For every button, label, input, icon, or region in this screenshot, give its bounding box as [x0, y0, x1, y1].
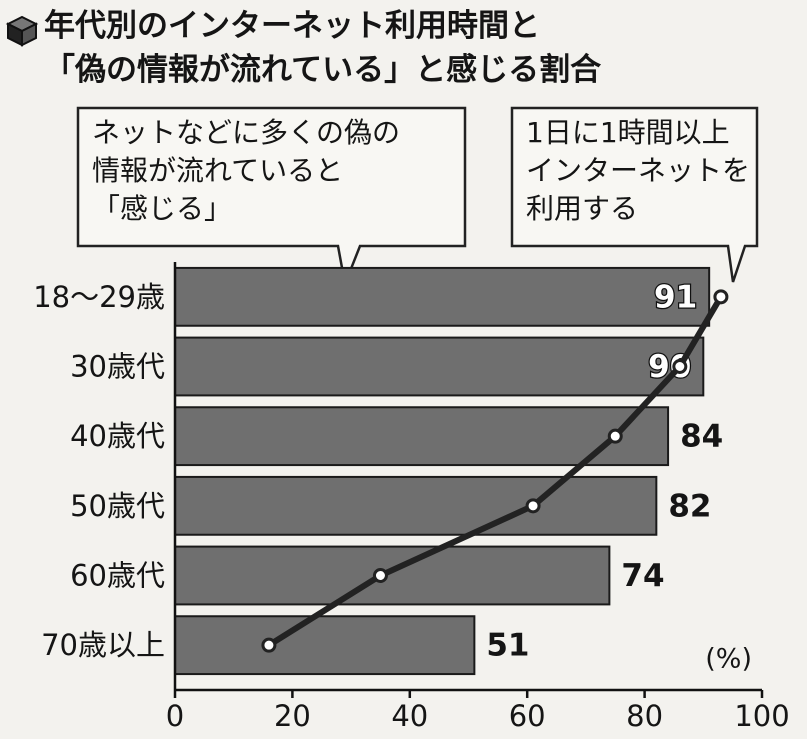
value-label: 51 [486, 628, 529, 664]
line-marker [672, 359, 688, 374]
line-marker [713, 289, 729, 305]
y-tick-label: 40歳代 [70, 419, 165, 453]
value-label: 74 [621, 558, 664, 594]
value-label: 84 [680, 419, 723, 455]
bar [174, 336, 705, 397]
y-tick-label: 30歳代 [70, 350, 165, 384]
bar [174, 266, 711, 327]
callout-box [510, 106, 759, 283]
x-tick-label: 100 [734, 699, 789, 733]
x-tick-label: 80 [626, 699, 663, 733]
bar [174, 545, 611, 606]
line [267, 295, 724, 648]
x-axis-label: (%) [705, 644, 752, 675]
bar [174, 475, 658, 536]
x-tick-label: 0 [166, 699, 184, 733]
line-marker [372, 568, 388, 583]
title-icon [5, 15, 39, 47]
value-label: 82 [668, 488, 711, 524]
legend-entry: 1日に1時間以上 インターネットを 利用する [526, 116, 751, 225]
line-marker [607, 428, 623, 444]
y-tick-label: 50歳代 [70, 489, 165, 523]
x-tick-label: 60 [509, 699, 546, 733]
legend-entry: ネットなどに多くの偽の 情報が流れていると 「感じる」 [92, 116, 401, 225]
x-tick-label: 40 [391, 699, 428, 733]
x-tick-label: 20 [274, 699, 311, 733]
y-tick-label: 60歳代 [70, 559, 165, 593]
bar [174, 615, 476, 676]
chart-title: 年代別のインターネット利用時間と 「偽の情報が流れている」と感じる割合 [44, 8, 602, 88]
bar [174, 406, 670, 467]
value-label: 91 [654, 279, 697, 315]
y-tick-label: 18〜29歳 [33, 280, 165, 314]
y-tick-label: 70歳以上 [41, 628, 165, 662]
callout-box [76, 106, 467, 289]
line-marker [261, 637, 277, 653]
line-marker [525, 498, 541, 514]
